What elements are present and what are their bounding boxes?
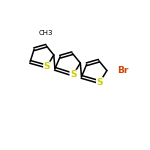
Text: S: S bbox=[70, 70, 76, 79]
Text: S: S bbox=[44, 62, 50, 71]
Text: Br: Br bbox=[117, 66, 128, 75]
Text: S: S bbox=[96, 78, 103, 87]
Text: CH3: CH3 bbox=[39, 30, 54, 36]
